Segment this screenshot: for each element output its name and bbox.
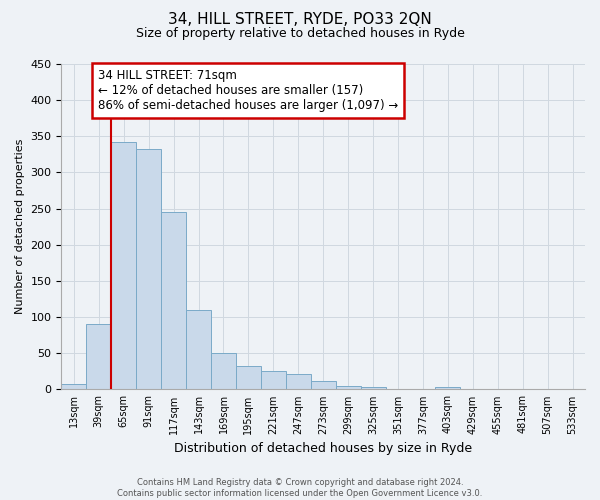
Bar	[211, 354, 236, 390]
Bar	[136, 150, 161, 390]
Bar	[311, 381, 335, 390]
Bar	[560, 388, 585, 390]
Text: 34 HILL STREET: 71sqm
← 12% of detached houses are smaller (157)
86% of semi-det: 34 HILL STREET: 71sqm ← 12% of detached …	[98, 69, 398, 112]
Bar	[361, 388, 386, 390]
Bar	[386, 388, 410, 390]
Bar	[161, 212, 186, 390]
Text: Size of property relative to detached houses in Ryde: Size of property relative to detached ho…	[136, 28, 464, 40]
Bar	[335, 386, 361, 390]
Bar	[436, 388, 460, 390]
X-axis label: Distribution of detached houses by size in Ryde: Distribution of detached houses by size …	[174, 442, 472, 455]
Bar	[61, 384, 86, 390]
Bar	[286, 374, 311, 390]
Bar	[86, 324, 111, 390]
Bar	[186, 310, 211, 390]
Text: 34, HILL STREET, RYDE, PO33 2QN: 34, HILL STREET, RYDE, PO33 2QN	[168, 12, 432, 28]
Bar	[261, 370, 286, 390]
Bar	[111, 142, 136, 390]
Bar	[236, 366, 261, 390]
Text: Contains HM Land Registry data © Crown copyright and database right 2024.
Contai: Contains HM Land Registry data © Crown c…	[118, 478, 482, 498]
Y-axis label: Number of detached properties: Number of detached properties	[15, 139, 25, 314]
